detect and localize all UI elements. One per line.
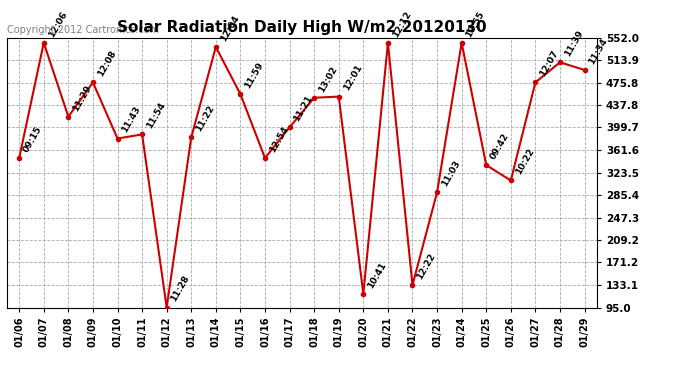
Text: Copyright 2012 Cartronics.com: Copyright 2012 Cartronics.com bbox=[7, 25, 159, 35]
Text: 09:42: 09:42 bbox=[489, 132, 511, 161]
Text: 11:43: 11:43 bbox=[120, 105, 142, 134]
Text: 12:04: 12:04 bbox=[219, 13, 241, 43]
Text: 10:41: 10:41 bbox=[366, 261, 388, 290]
Text: 11:28: 11:28 bbox=[170, 274, 192, 303]
Text: 11:54: 11:54 bbox=[145, 101, 167, 130]
Text: 11:21: 11:21 bbox=[293, 94, 315, 123]
Text: 12:07: 12:07 bbox=[538, 49, 560, 78]
Text: 11:59: 11:59 bbox=[243, 61, 266, 90]
Text: 11:03: 11:03 bbox=[440, 159, 462, 188]
Title: Solar Radiation Daily High W/m2 20120130: Solar Radiation Daily High W/m2 20120130 bbox=[117, 20, 486, 35]
Text: 10:55: 10:55 bbox=[464, 9, 486, 39]
Text: 12:06: 12:06 bbox=[46, 9, 68, 39]
Text: 12:12: 12:12 bbox=[391, 9, 413, 39]
Text: 09:15: 09:15 bbox=[22, 124, 44, 154]
Text: 12:01: 12:01 bbox=[342, 63, 364, 92]
Text: 11:22: 11:22 bbox=[194, 104, 216, 133]
Text: 10:22: 10:22 bbox=[513, 147, 535, 176]
Text: 12:22: 12:22 bbox=[415, 252, 437, 281]
Text: 12:08: 12:08 bbox=[96, 49, 118, 78]
Text: 11:29: 11:29 bbox=[71, 83, 93, 112]
Text: 11:39: 11:39 bbox=[563, 29, 585, 58]
Text: 12:54: 12:54 bbox=[268, 124, 290, 154]
Text: 11:34: 11:34 bbox=[587, 36, 609, 66]
Text: 13:02: 13:02 bbox=[317, 64, 339, 94]
